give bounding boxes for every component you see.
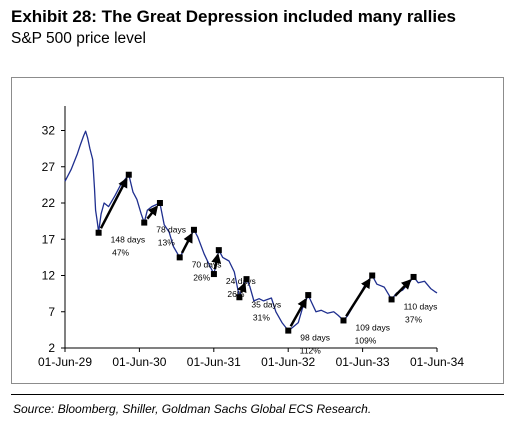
x-tick-label: 01-Jun-33 bbox=[336, 355, 390, 369]
rally-arrow bbox=[146, 205, 159, 220]
rally-end-marker bbox=[369, 272, 376, 279]
rally-arrow bbox=[289, 297, 307, 327]
x-tick-label: 01-Jun-30 bbox=[112, 355, 166, 369]
x-tick-label: 01-Jun-34 bbox=[410, 355, 464, 369]
rally-arrow bbox=[345, 278, 371, 317]
rally-end-marker bbox=[156, 200, 163, 206]
rally-arrow bbox=[394, 279, 412, 297]
footer-divider bbox=[11, 394, 504, 395]
rally-end-marker bbox=[243, 276, 250, 283]
rally-days-label: 70 days bbox=[192, 259, 222, 269]
rally-arrow bbox=[237, 281, 247, 294]
rally-start-marker bbox=[210, 271, 217, 278]
rally-end-marker bbox=[125, 171, 132, 178]
y-tick-label: 22 bbox=[42, 196, 56, 210]
rally-pct-label: 13% bbox=[158, 238, 175, 248]
rally-end-marker bbox=[190, 226, 197, 233]
rally-start-marker bbox=[285, 327, 292, 334]
y-tick-label: 2 bbox=[48, 341, 55, 355]
rally-start-marker bbox=[236, 294, 243, 301]
rally-days-label: 35 days bbox=[251, 299, 281, 309]
chart-frame: 2 7 12 17 22 27 32 01-Jun-29 01-Jun-30 01-Jun-31 0… bbox=[11, 77, 504, 384]
rally-pct-label: 47% bbox=[112, 248, 129, 258]
rally-pct-label: 109% bbox=[355, 335, 377, 345]
rally-pct-label: 26% bbox=[193, 272, 210, 282]
source-note: Source: Bloomberg, Shiller, Goldman Sach… bbox=[13, 402, 372, 416]
rally-pct-label: 26% bbox=[227, 289, 244, 299]
rally-start-marker bbox=[340, 317, 347, 324]
rally-end-marker bbox=[215, 247, 222, 254]
x-tick-label: 01-Jun-29 bbox=[38, 355, 92, 369]
y-tick-label: 27 bbox=[42, 160, 56, 174]
y-tick-label: 7 bbox=[48, 305, 55, 319]
rally-arrow bbox=[99, 177, 128, 229]
rally-days-label: 24 days bbox=[226, 276, 256, 286]
rally-arrow bbox=[211, 253, 222, 270]
rally-days-label: 110 days bbox=[404, 301, 438, 311]
rally-pct-label: 112% bbox=[300, 346, 322, 356]
y-tick-label: 32 bbox=[42, 124, 56, 138]
rally-days-label: 148 days bbox=[111, 235, 146, 245]
rally-end-marker bbox=[410, 273, 417, 280]
rally-arrow bbox=[180, 232, 193, 254]
y-tick-label: 17 bbox=[42, 232, 56, 246]
chart-subtitle: S&P 500 price level bbox=[11, 30, 146, 47]
rally-pct-label: 37% bbox=[405, 314, 422, 324]
rally-start-marker bbox=[95, 229, 102, 236]
y-tick-label: 12 bbox=[42, 269, 56, 283]
x-tick-label: 01-Jun-31 bbox=[187, 355, 241, 369]
rally-end-marker bbox=[305, 292, 312, 299]
rally-days-label: 98 days bbox=[300, 333, 330, 343]
chart-title: Exhibit 28: The Great Depression include… bbox=[11, 7, 456, 26]
x-tick-label: 01-Jun-32 bbox=[261, 355, 315, 369]
rally-days-label: 109 days bbox=[355, 322, 390, 332]
rally-days-label: 78 days bbox=[156, 225, 186, 235]
rally-start-marker bbox=[388, 296, 395, 303]
rally-start-marker bbox=[141, 219, 148, 226]
rally-start-marker bbox=[176, 254, 183, 261]
rally-pct-label: 31% bbox=[253, 312, 270, 322]
